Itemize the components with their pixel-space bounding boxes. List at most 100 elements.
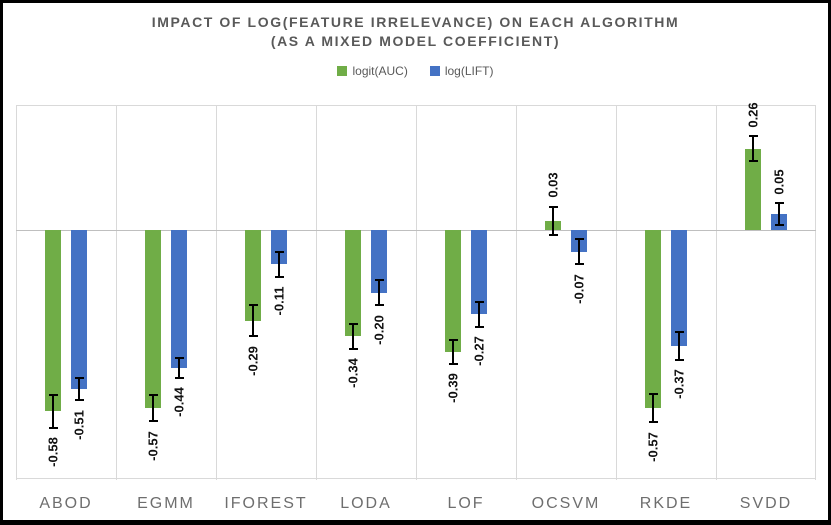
- bar-abod-log-lift: [71, 230, 87, 390]
- error-bar-lof-logit-auc: [452, 340, 454, 364]
- error-bar-rkde-logit-auc: [652, 394, 654, 423]
- error-bar-loda-logit-auc: [352, 323, 354, 349]
- error-bar-cap: [748, 160, 758, 163]
- error-bar-cap: [674, 358, 684, 361]
- plot-area: -0.58 -0.51 -0.57 -0.44 -0.29 -0.11 -0.34 -0.20…: [16, 102, 816, 480]
- value-label-svdd-log-lift: 0.05: [771, 169, 787, 195]
- error-bar-cap: [248, 304, 258, 306]
- gridline: [616, 106, 617, 480]
- error-bar-cap: [274, 275, 284, 278]
- value-label-rkde-log-lift: -0.37: [671, 369, 687, 400]
- legend-label-log-lift: log(LIFT): [444, 64, 494, 78]
- value-label-ocsvm-logit-auc: 0.03: [545, 172, 561, 199]
- category-label-abod: ABOD: [39, 495, 93, 512]
- category-label-rkde: RKDE: [639, 495, 693, 512]
- gridline: [116, 106, 117, 480]
- value-label-iforest-log-lift: -0.11: [271, 286, 287, 316]
- error-bar-cap: [374, 304, 384, 306]
- gridline: [716, 106, 717, 480]
- chart-title: IMPACT OF LOG(FEATURE IRRELEVANCE) ON EA…: [3, 13, 828, 51]
- value-label-ocsvm-log-lift: -0.07: [571, 274, 587, 304]
- error-bar-ocsvm-logit-auc: [552, 206, 554, 235]
- value-label-egmm-log-lift: -0.44: [171, 387, 187, 417]
- bar-loda-logit-auc: [345, 230, 361, 337]
- error-bar-cap: [348, 347, 358, 350]
- error-bar-ocsvm-log-lift: [578, 239, 580, 265]
- chart-title-line1: IMPACT OF LOG(FEATURE IRRELEVANCE) ON EA…: [151, 14, 680, 30]
- error-bar-cap: [774, 224, 784, 227]
- error-bar-cap: [574, 238, 584, 241]
- legend-item-logit-auc: logit(AUC): [337, 64, 408, 78]
- error-bar-cap: [348, 322, 358, 325]
- bar-iforest-log-lift: [271, 230, 287, 265]
- value-label-iforest-logit-auc: -0.29: [245, 345, 261, 376]
- value-label-rkde-logit-auc: -0.57: [645, 431, 661, 462]
- error-bar-cap: [48, 426, 58, 429]
- category-label-iforest: IFOREST: [224, 495, 308, 512]
- bar-egmm-log-lift: [171, 230, 187, 368]
- value-label-loda-log-lift: -0.20: [371, 314, 387, 345]
- legend: logit(AUC) log(LIFT): [3, 64, 828, 78]
- error-bar-rkde-log-lift: [678, 331, 680, 360]
- error-bar-cap: [674, 330, 684, 333]
- bar-abod-logit-auc: [45, 230, 61, 412]
- error-bar-cap: [774, 202, 784, 205]
- error-bar-cap: [648, 393, 658, 396]
- error-bar-abod-log-lift: [78, 378, 80, 401]
- chart-title-line2: (AS A MIXED MODEL COEFFICIENT): [270, 33, 561, 49]
- error-bar-abod-logit-auc: [52, 394, 54, 428]
- error-bar-cap: [548, 205, 558, 208]
- bar-loda-log-lift: [371, 230, 387, 293]
- value-label-abod-logit-auc: -0.58: [45, 437, 61, 468]
- legend-swatch-log-lift: [429, 66, 440, 76]
- error-bar-cap: [174, 376, 184, 379]
- error-bar-cap: [748, 135, 758, 138]
- value-label-lof-log-lift: -0.27: [471, 336, 487, 367]
- gridline: [815, 106, 816, 480]
- error-bar-cap: [448, 362, 458, 365]
- error-bar-cap: [248, 335, 258, 338]
- value-label-abod-log-lift: -0.51: [71, 409, 87, 440]
- category-axis: ABOD EGMM IFOREST LODA LOF OCSVM RKDE SVDD: [16, 495, 816, 520]
- category-label-ocsvm: OCSVM: [531, 495, 601, 512]
- category-label-loda: LODA: [340, 495, 392, 512]
- zero-baseline: [16, 230, 816, 231]
- error-bar-cap: [74, 399, 84, 402]
- error-bar-cap: [148, 420, 158, 423]
- legend-label-logit-auc: logit(AUC): [352, 64, 408, 78]
- error-bar-egmm-log-lift: [178, 357, 180, 378]
- error-bar-iforest-logit-auc: [252, 305, 254, 337]
- bar-egmm-logit-auc: [145, 230, 161, 409]
- legend-swatch-logit-auc: [337, 66, 348, 76]
- bar-iforest-logit-auc: [245, 230, 261, 321]
- gridline: [516, 106, 517, 480]
- bar-rkde-logit-auc: [645, 230, 661, 409]
- error-bar-cap: [548, 233, 558, 236]
- error-bar-cap: [274, 250, 284, 253]
- error-bar-cap: [474, 300, 484, 303]
- category-label-lof: LOF: [447, 495, 485, 512]
- bar-lof-log-lift: [471, 230, 487, 315]
- value-label-svdd-logit-auc: 0.26: [745, 102, 761, 128]
- error-bar-cap: [174, 356, 184, 359]
- error-bar-iforest-log-lift: [278, 251, 280, 277]
- gridline: [216, 106, 217, 480]
- bar-rkde-log-lift: [671, 230, 687, 346]
- legend-item-log-lift: log(LIFT): [429, 64, 494, 78]
- error-bar-lof-log-lift: [478, 301, 480, 327]
- value-label-loda-logit-auc: -0.34: [345, 358, 361, 389]
- error-bar-cap: [448, 339, 458, 341]
- error-bar-cap: [648, 421, 658, 424]
- bar-svdd-logit-auc: [745, 148, 761, 230]
- value-label-egmm-logit-auc: -0.57: [145, 430, 161, 461]
- error-bar-cap: [374, 279, 384, 281]
- error-bar-egmm-logit-auc: [152, 395, 154, 422]
- error-bar-loda-log-lift: [378, 280, 380, 305]
- error-bar-cap: [148, 394, 158, 396]
- bar-lof-logit-auc: [445, 230, 461, 352]
- error-bar-cap: [74, 377, 84, 380]
- category-label-egmm: EGMM: [137, 495, 195, 512]
- error-bar-svdd-log-lift: [778, 203, 780, 226]
- error-bar-cap: [48, 393, 58, 396]
